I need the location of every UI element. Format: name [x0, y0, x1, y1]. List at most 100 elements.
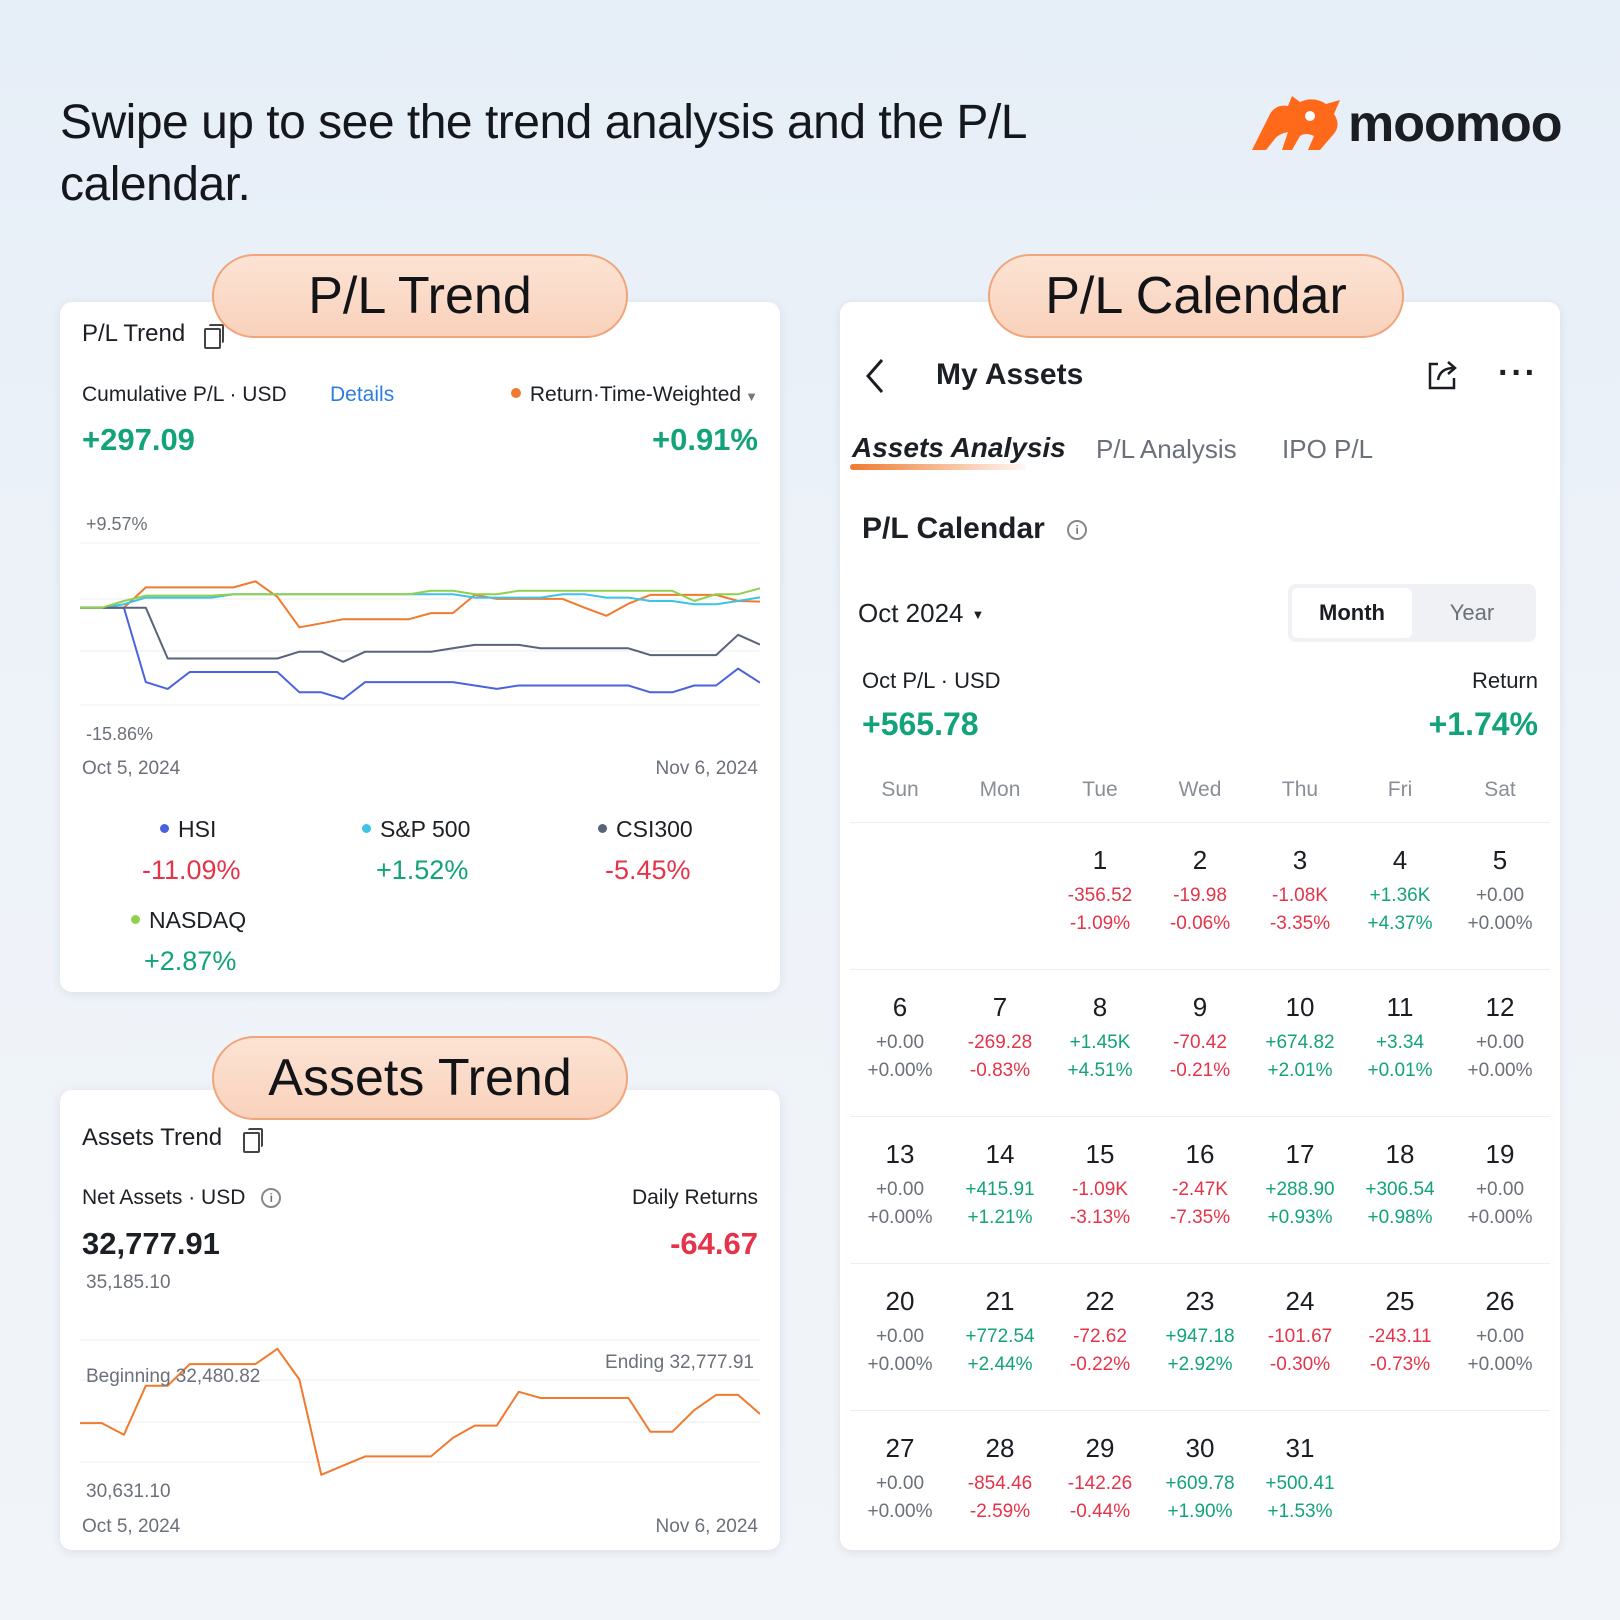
legend-value: +1.52% — [376, 855, 469, 885]
series-line-csi300 — [80, 606, 760, 663]
copy-icon[interactable] — [242, 1127, 263, 1153]
day-number: 26 — [1485, 1286, 1515, 1316]
month-selector[interactable]: Oct 2024 ▼ — [858, 598, 984, 629]
month-pl-label: Oct P/L · USD — [862, 668, 1001, 693]
day-pl-percent: +0.00% — [1467, 1207, 1533, 1228]
return-value: +0.91% — [651, 422, 758, 457]
weekday-label: Mon — [979, 778, 1021, 801]
tab-ipo-pl[interactable]: IPO P/L — [1282, 434, 1374, 464]
tab-pl-analysis[interactable]: P/L Analysis — [1096, 434, 1237, 464]
details-link[interactable]: Details — [330, 383, 395, 406]
calendar-day-cell[interactable]: 9 -70.42 -0.21% — [1150, 992, 1250, 1088]
net-assets-label: Net Assets · USD — [82, 1186, 246, 1209]
calendar-day-cell[interactable]: 16 -2.47K -7.35% — [1150, 1139, 1250, 1235]
calendar-day-cell[interactable]: 23 +947.18 +2.92% — [1150, 1286, 1250, 1382]
calendar-day-cell[interactable]: 26 +0.00 +0.00% — [1450, 1286, 1550, 1382]
calendar-day-cell[interactable]: 2 -19.98 -0.06% — [1150, 845, 1250, 941]
series-line-s-p-500 — [80, 593, 760, 609]
series-line-net-assets — [80, 1347, 760, 1476]
day-pl-value: +609.78 — [1165, 1473, 1235, 1494]
legend-hsi: HSI — [160, 816, 216, 843]
day-pl-value: -72.62 — [1073, 1326, 1127, 1347]
day-pl-percent: -0.73% — [1369, 1354, 1431, 1375]
segment-month[interactable]: Month — [1292, 588, 1412, 638]
assets-trend-chart[interactable] — [80, 1300, 760, 1500]
calendar-day-cell[interactable]: 19 +0.00 +0.00% — [1450, 1139, 1550, 1235]
legend-value: -5.45% — [605, 855, 691, 885]
calendar-day-cell[interactable]: 30 +609.78 +1.90% — [1150, 1433, 1250, 1529]
calendar-day-cell[interactable]: 29 -142.26 -0.44% — [1050, 1433, 1150, 1529]
day-pl-value: -1.09K — [1072, 1179, 1128, 1200]
calendar-day-cell[interactable]: 6 +0.00 +0.00% — [850, 992, 950, 1088]
calendar-day-cell[interactable]: 21 +772.54 +2.44% — [950, 1286, 1050, 1382]
calendar-day-cell[interactable]: 10 +674.82 +2.01% — [1250, 992, 1350, 1088]
back-arrow-icon[interactable] — [862, 356, 888, 396]
calendar-day-cell[interactable]: 22 -72.62 -0.22% — [1050, 1286, 1150, 1382]
calendar-day-cell[interactable]: 12 +0.00 +0.00% — [1450, 992, 1550, 1088]
pl-calendar-title-row: P/L Calendar i — [862, 512, 1088, 546]
day-pl-value: -356.52 — [1067, 885, 1133, 906]
calendar-day-cell[interactable]: 14 +415.91 +1.21% — [950, 1139, 1050, 1235]
more-icon[interactable]: ··· — [1498, 354, 1538, 392]
info-icon[interactable]: i — [261, 1188, 282, 1209]
bull-logo-icon — [1252, 96, 1340, 150]
day-pl-percent: +0.98% — [1367, 1207, 1433, 1228]
month-label: Oct 2024 — [858, 598, 964, 628]
day-number: 5 — [1492, 845, 1508, 875]
pl-calendar-card — [840, 302, 1560, 1550]
day-number: 6 — [892, 992, 908, 1022]
assets-x-end: Nov 6, 2024 — [655, 1516, 758, 1537]
weekday-label: Sun — [881, 778, 919, 801]
calendar-day-cell[interactable]: 18 +306.54 +0.98% — [1350, 1139, 1450, 1235]
day-pl-value: +0.00 — [1475, 1326, 1525, 1347]
return-type-selector[interactable]: Return·Time-Weighted ▼ — [510, 383, 758, 407]
tab-assets-analysis[interactable]: Assets Analysis — [852, 432, 1066, 463]
day-pl-value: +0.00 — [875, 1032, 925, 1053]
calendar-day-cell[interactable]: 1 -356.52 -1.09% — [1050, 845, 1150, 941]
day-number: 9 — [1192, 992, 1208, 1022]
day-pl-value: +1.45K — [1069, 1032, 1131, 1053]
calendar-day-cell[interactable]: 3 -1.08K -3.35% — [1250, 845, 1350, 941]
assets-y-max-label: 35,185.10 — [86, 1272, 171, 1293]
pill-pl-calendar: P/L Calendar — [988, 254, 1404, 338]
day-pl-value: +288.90 — [1265, 1179, 1335, 1200]
info-icon[interactable]: i — [1067, 520, 1088, 541]
day-pl-percent: -0.30% — [1269, 1354, 1331, 1375]
assets-trend-card — [60, 1090, 780, 1550]
legend-dot — [131, 915, 140, 925]
pl-calendar-title: P/L Calendar — [862, 512, 1045, 545]
pl-trend-chart[interactable] — [80, 535, 760, 745]
day-pl-value: -1.08K — [1272, 885, 1328, 906]
cumulative-pl-label: Cumulative P/L · USD — [82, 383, 287, 406]
calendar-day-cell[interactable]: 28 -854.46 -2.59% — [950, 1433, 1050, 1529]
day-pl-value: -854.46 — [967, 1473, 1033, 1494]
calendar-day-cell[interactable]: 25 -243.11 -0.73% — [1350, 1286, 1450, 1382]
calendar-day-cell[interactable]: 27 +0.00 +0.00% — [850, 1433, 950, 1529]
calendar-day-cell[interactable]: 24 -101.67 -0.30% — [1250, 1286, 1350, 1382]
day-pl-percent: -3.35% — [1269, 913, 1331, 934]
calendar-return-value: +1.74% — [1428, 706, 1538, 742]
calendar-day-cell[interactable]: 15 -1.09K -3.13% — [1050, 1139, 1150, 1235]
cumulative-pl-value: +297.09 — [82, 422, 195, 457]
share-icon[interactable] — [1424, 356, 1460, 392]
calendar-day-cell[interactable]: 17 +288.90 +0.93% — [1250, 1139, 1350, 1235]
calendar-day-cell[interactable]: 13 +0.00 +0.00% — [850, 1139, 950, 1235]
day-pl-value: +0.00 — [1475, 1179, 1525, 1200]
day-number: 15 — [1085, 1139, 1115, 1169]
calendar-day-cell[interactable]: 31 +500.41 +1.53% — [1250, 1433, 1350, 1529]
caret-down-icon: ▼ — [971, 607, 985, 622]
copy-icon[interactable] — [203, 323, 224, 349]
calendar-day-cell[interactable]: 8 +1.45K +4.51% — [1050, 992, 1150, 1088]
day-number: 14 — [985, 1139, 1015, 1169]
calendar-day-cell[interactable]: 5 +0.00 +0.00% — [1450, 845, 1550, 941]
calendar-day-cell[interactable]: 4 +1.36K +4.37% — [1350, 845, 1450, 941]
day-pl-percent: -1.09% — [1069, 913, 1131, 934]
calendar-day-cell[interactable]: 11 +3.34 +0.01% — [1350, 992, 1450, 1088]
day-number: 31 — [1285, 1433, 1315, 1463]
segment-year[interactable]: Year — [1449, 600, 1495, 625]
day-pl-percent: +0.00% — [1467, 1354, 1533, 1375]
day-number: 10 — [1285, 992, 1315, 1022]
calendar-day-cell[interactable]: 7 -269.28 -0.83% — [950, 992, 1050, 1088]
calendar-day-cell[interactable]: 20 +0.00 +0.00% — [850, 1286, 950, 1382]
day-pl-percent: +0.00% — [1467, 913, 1533, 934]
